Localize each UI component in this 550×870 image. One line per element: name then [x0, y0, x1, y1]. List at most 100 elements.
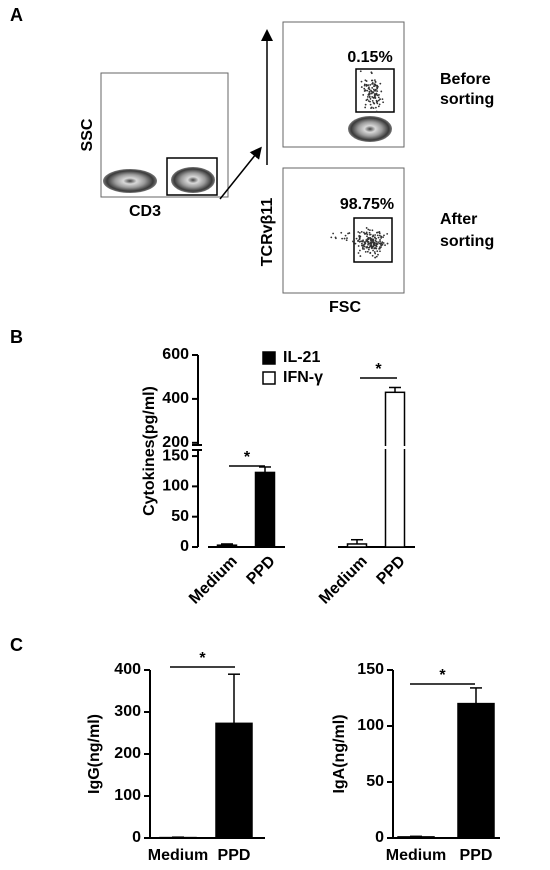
event-dot	[378, 247, 381, 250]
event-dot	[364, 241, 366, 244]
event-dot	[343, 237, 346, 240]
event-dot	[365, 231, 368, 234]
event-dot	[373, 251, 376, 253]
event-dot	[379, 238, 381, 241]
plot-frame	[282, 21, 405, 148]
event-dot	[381, 98, 384, 101]
event-dot	[368, 231, 371, 234]
event-dot	[377, 99, 380, 102]
event-dot	[369, 251, 372, 254]
event-dot	[366, 89, 369, 92]
event-dot	[367, 238, 370, 241]
panel-label: B	[10, 327, 23, 347]
plot-frame	[100, 72, 229, 198]
y-axis-label: IgA(ng/ml)	[331, 714, 348, 793]
event-dot	[369, 242, 372, 245]
event-dot	[371, 239, 373, 242]
event-dot	[369, 233, 372, 236]
condition: After	[440, 211, 477, 228]
event-dot	[374, 239, 377, 242]
event-dot	[373, 242, 375, 245]
event-dot	[368, 96, 371, 99]
event-dot	[364, 250, 367, 253]
event-dot	[330, 236, 333, 239]
event-dot	[367, 246, 370, 249]
axis-break	[190, 446, 430, 449]
event-dot	[379, 82, 382, 85]
condition: Before	[440, 71, 491, 88]
event-dot	[370, 89, 372, 92]
y-tick-label: 100	[357, 717, 384, 734]
event-dot	[368, 236, 370, 239]
event-dot	[371, 87, 374, 89]
event-dot	[378, 103, 381, 106]
legend-swatch	[262, 351, 276, 365]
significance-star: *	[375, 361, 382, 378]
y-tick-label: 100	[114, 787, 141, 804]
event-dot	[376, 100, 379, 103]
event-dot	[362, 94, 365, 96]
event-dot	[367, 94, 370, 96]
event-dot	[363, 90, 366, 92]
event-dot	[377, 231, 379, 234]
y-tick-label: 0	[375, 829, 384, 846]
event-dot	[366, 240, 369, 243]
event-dot	[370, 92, 373, 95]
event-dot	[358, 237, 361, 240]
event-dot	[360, 240, 363, 243]
event-dot	[375, 242, 378, 245]
x-tick-label: PPD	[218, 847, 251, 864]
bar	[216, 544, 238, 548]
arrow	[219, 146, 262, 200]
event-dot	[334, 236, 337, 239]
event-dot	[383, 234, 385, 237]
x-tick-label: Medium	[386, 847, 446, 864]
event-dot	[364, 103, 367, 106]
event-dot	[361, 240, 364, 243]
y-tick-label: 150	[162, 447, 189, 464]
event-dot	[377, 241, 379, 244]
event-dot	[379, 240, 381, 243]
y-tick-label: 50	[366, 773, 384, 790]
event-dot	[358, 231, 361, 234]
event-dot	[380, 236, 383, 238]
event-dot	[359, 70, 362, 73]
event-dot	[374, 252, 377, 255]
event-dot	[386, 242, 389, 245]
x-tick-label: PPD	[460, 847, 493, 864]
event-dot	[366, 233, 369, 236]
event-dot	[363, 87, 366, 90]
event-dot	[371, 82, 374, 84]
event-dot	[363, 232, 366, 235]
event-dot	[378, 232, 381, 235]
event-dot	[377, 236, 380, 239]
event-dot	[372, 107, 375, 110]
event-dot	[357, 252, 360, 254]
event-dot	[373, 85, 376, 87]
event-dot	[374, 79, 376, 82]
event-dot	[363, 84, 366, 87]
event-dot	[360, 242, 363, 245]
y-tick-label: 200	[114, 745, 141, 762]
event-dot	[379, 98, 381, 101]
event-dot	[353, 239, 356, 242]
population	[348, 116, 392, 142]
event-dot	[332, 232, 335, 235]
event-dot	[376, 90, 379, 92]
event-dot	[369, 229, 371, 231]
event-dot	[372, 241, 374, 244]
y-tick-label: 100	[162, 478, 189, 495]
event-dot	[374, 234, 377, 236]
legend-swatch	[262, 371, 276, 385]
event-dot	[382, 101, 385, 104]
event-dot	[358, 240, 361, 243]
event-dot	[367, 242, 370, 245]
event-dot	[369, 245, 371, 248]
event-dot	[372, 91, 375, 94]
event-dot	[375, 245, 378, 248]
event-dot	[374, 81, 377, 83]
event-dot	[359, 235, 362, 238]
event-dot	[374, 236, 376, 239]
event-dot	[360, 80, 363, 83]
event-dot	[379, 250, 381, 253]
